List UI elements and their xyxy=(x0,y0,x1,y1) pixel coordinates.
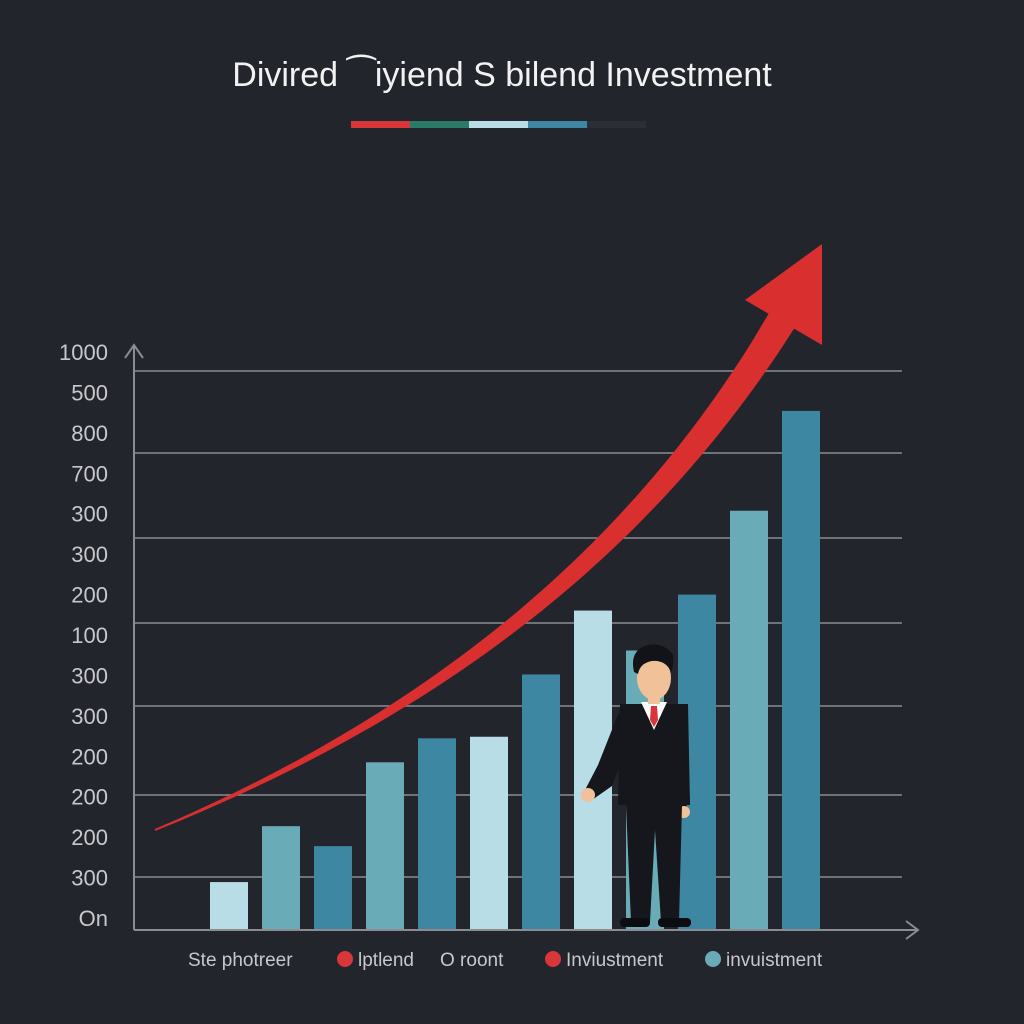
figure-hair xyxy=(632,644,674,674)
bar xyxy=(782,410,820,930)
bar xyxy=(418,738,456,930)
legend: Ste photreer lptlend O roont Inviustment inv… xyxy=(188,950,823,971)
bar xyxy=(730,510,768,930)
chart-title: Divired ⁀iyiend Ѕ bilend Investment xyxy=(232,54,772,94)
title-bar-segment xyxy=(351,121,410,128)
figure-left-hand xyxy=(581,788,595,802)
figure-torso xyxy=(618,704,690,805)
title-bar-segment xyxy=(469,121,528,128)
title-color-bar xyxy=(351,121,646,128)
legend-marker xyxy=(705,951,721,967)
y-tick-label: On xyxy=(79,906,108,931)
y-tick-label: 300 xyxy=(71,663,108,688)
legend-marker xyxy=(545,951,561,967)
bars xyxy=(210,410,820,930)
bar xyxy=(210,882,248,930)
figure-right-arm xyxy=(676,712,690,810)
title-bar-segment xyxy=(528,121,587,128)
y-tick-label: 500 xyxy=(71,380,108,405)
title-bar-segment xyxy=(410,121,469,128)
y-tick-label: 1000 xyxy=(59,340,108,365)
y-tick-label: 300 xyxy=(71,704,108,729)
y-tick-label: 300 xyxy=(71,866,108,891)
y-tick-label: 200 xyxy=(71,583,108,608)
bar xyxy=(314,846,352,930)
axes xyxy=(124,343,920,940)
bar xyxy=(262,826,300,930)
bar xyxy=(366,762,404,930)
figure-left-shoe xyxy=(620,918,650,927)
figure-head xyxy=(637,656,671,700)
y-axis-arrowhead xyxy=(124,343,144,359)
figure-right-shoe xyxy=(658,918,691,927)
y-axis-tick-labels: 1000 500 800 700 300 300 200 100 300 300 200 200 200… xyxy=(59,340,108,931)
legend-label: Inviustment xyxy=(566,950,664,971)
y-tick-label: 200 xyxy=(71,825,108,850)
trend-arrow-head xyxy=(745,244,822,345)
y-tick-label: 200 xyxy=(71,744,108,769)
figure-tie xyxy=(650,706,658,727)
bar xyxy=(522,674,560,930)
legend-marker xyxy=(337,951,353,967)
y-tick-label: 700 xyxy=(71,461,108,486)
title-bar-segment xyxy=(587,121,646,128)
legend-label: O roont xyxy=(440,950,504,971)
y-tick-label: 800 xyxy=(71,421,108,446)
legend-label: lptlend xyxy=(358,950,414,971)
legend-label: invuistment xyxy=(726,950,823,971)
y-tick-label: 300 xyxy=(71,542,108,567)
figure-legs xyxy=(626,805,682,922)
trend-arrow xyxy=(154,244,822,831)
figure-left-arm xyxy=(585,712,628,800)
y-tick-label: 300 xyxy=(71,502,108,527)
x-axis-arrowhead xyxy=(905,920,920,940)
bar xyxy=(470,736,508,930)
legend-label: Ste photreer xyxy=(188,950,293,971)
businessman-figure xyxy=(581,644,691,927)
y-tick-label: 100 xyxy=(71,623,108,648)
y-tick-label: 200 xyxy=(71,785,108,810)
